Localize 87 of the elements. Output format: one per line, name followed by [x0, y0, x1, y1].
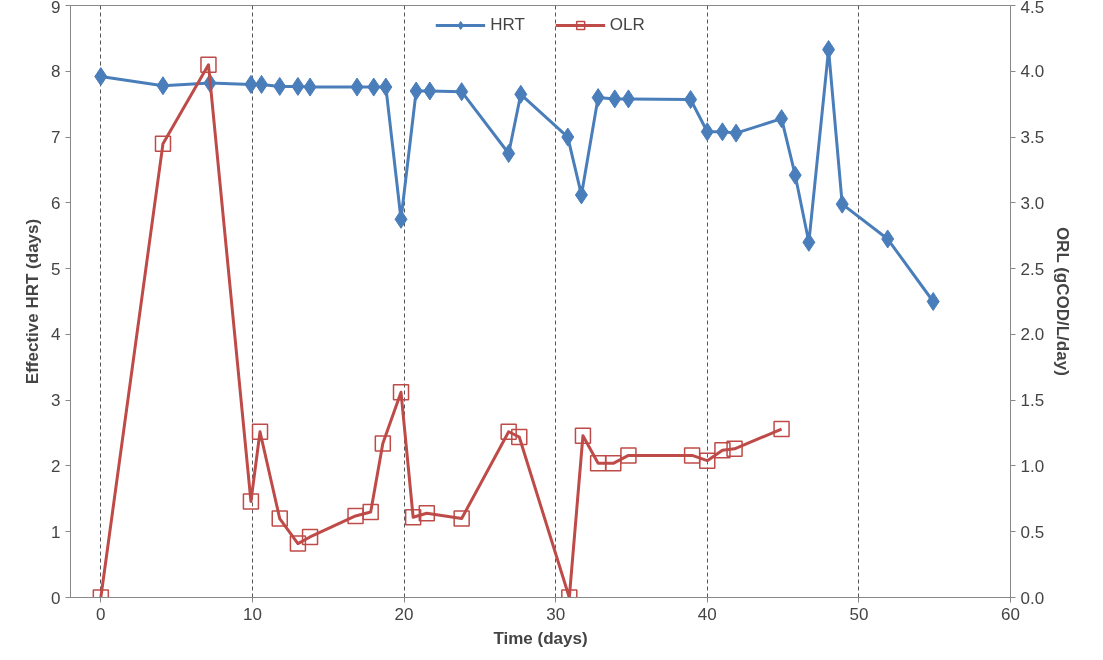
y-tick-label: 6	[51, 193, 61, 213]
y2-tick-label: 2.0	[1020, 325, 1045, 345]
point	[561, 127, 575, 147]
point	[715, 122, 729, 142]
point	[608, 89, 622, 109]
point	[822, 40, 836, 60]
point	[511, 428, 528, 446]
point	[251, 423, 269, 440]
x-tick-label: 30	[546, 604, 566, 624]
y2-tick-label: 0.5	[1020, 522, 1045, 542]
point	[418, 505, 436, 522]
legend-label: OLR	[609, 15, 645, 35]
y-tick-label: 3	[51, 391, 61, 411]
point	[714, 441, 731, 459]
point	[574, 185, 588, 205]
point	[574, 427, 592, 444]
point	[404, 509, 422, 526]
point	[350, 77, 364, 97]
y2-tick-label: 2.5	[1020, 259, 1045, 279]
y-tick-label: 4	[51, 325, 61, 345]
point	[94, 67, 108, 87]
point	[684, 90, 698, 110]
y2-tick-label: 3.5	[1020, 128, 1045, 148]
y-tick-label: 2	[51, 456, 61, 476]
point	[699, 452, 716, 469]
point	[729, 123, 743, 143]
point	[271, 510, 288, 527]
y-tick-label: 7	[51, 128, 61, 148]
point	[620, 447, 637, 464]
point	[881, 229, 895, 249]
point	[392, 384, 410, 401]
point	[200, 56, 217, 73]
point	[773, 420, 790, 438]
point	[347, 507, 364, 525]
point	[291, 76, 305, 96]
point	[788, 165, 802, 185]
y2-tick-label: 1.5	[1020, 391, 1045, 411]
point	[700, 122, 714, 142]
x-tick-label: 10	[242, 604, 262, 624]
point	[156, 76, 170, 96]
point	[303, 77, 317, 97]
x-tick-label: 0	[96, 604, 106, 624]
y-tick-label: 0	[51, 588, 61, 608]
x-tick-label: 20	[394, 604, 414, 624]
x-axis-title: Time (days)	[493, 628, 588, 648]
point	[835, 194, 849, 214]
point	[409, 81, 423, 101]
point	[926, 292, 940, 311]
point	[605, 455, 622, 472]
point	[775, 109, 789, 129]
point	[289, 535, 307, 552]
point	[621, 89, 635, 109]
y-axis-title: Effective HRT (days)	[23, 218, 43, 385]
x-tick-label: 40	[697, 604, 717, 624]
point	[374, 435, 392, 452]
x-tick-label: 60	[1001, 604, 1020, 624]
y2-axis-title: ORL (gCOD/L/day)	[1053, 226, 1073, 376]
y2-tick-label: 3.0	[1020, 193, 1045, 213]
point	[244, 74, 258, 94]
point	[255, 74, 269, 94]
point	[500, 423, 517, 440]
point	[455, 82, 469, 102]
point	[367, 77, 381, 97]
point	[726, 440, 743, 458]
y2-tick-label: 0.0	[1020, 588, 1045, 608]
y2-tick-label: 4.5	[1020, 0, 1045, 17]
y-tick-label: 9	[51, 0, 61, 17]
point	[273, 76, 287, 96]
point	[301, 528, 319, 546]
point	[379, 77, 393, 97]
point	[362, 503, 379, 521]
x-tick-label: 50	[849, 604, 869, 624]
point	[453, 510, 470, 527]
point	[502, 144, 516, 163]
point	[514, 84, 528, 104]
y-tick-label: 5	[51, 259, 61, 279]
point	[423, 81, 437, 101]
y2-tick-label: 1.0	[1020, 456, 1045, 476]
point	[589, 455, 607, 472]
point	[683, 447, 701, 464]
point	[242, 493, 260, 510]
legend-label: HRT	[490, 15, 525, 35]
y-tick-label: 8	[51, 62, 61, 82]
y-tick-label: 1	[51, 522, 61, 542]
y2-tick-label: 4.0	[1020, 62, 1045, 82]
point	[591, 88, 605, 108]
point	[154, 135, 172, 152]
